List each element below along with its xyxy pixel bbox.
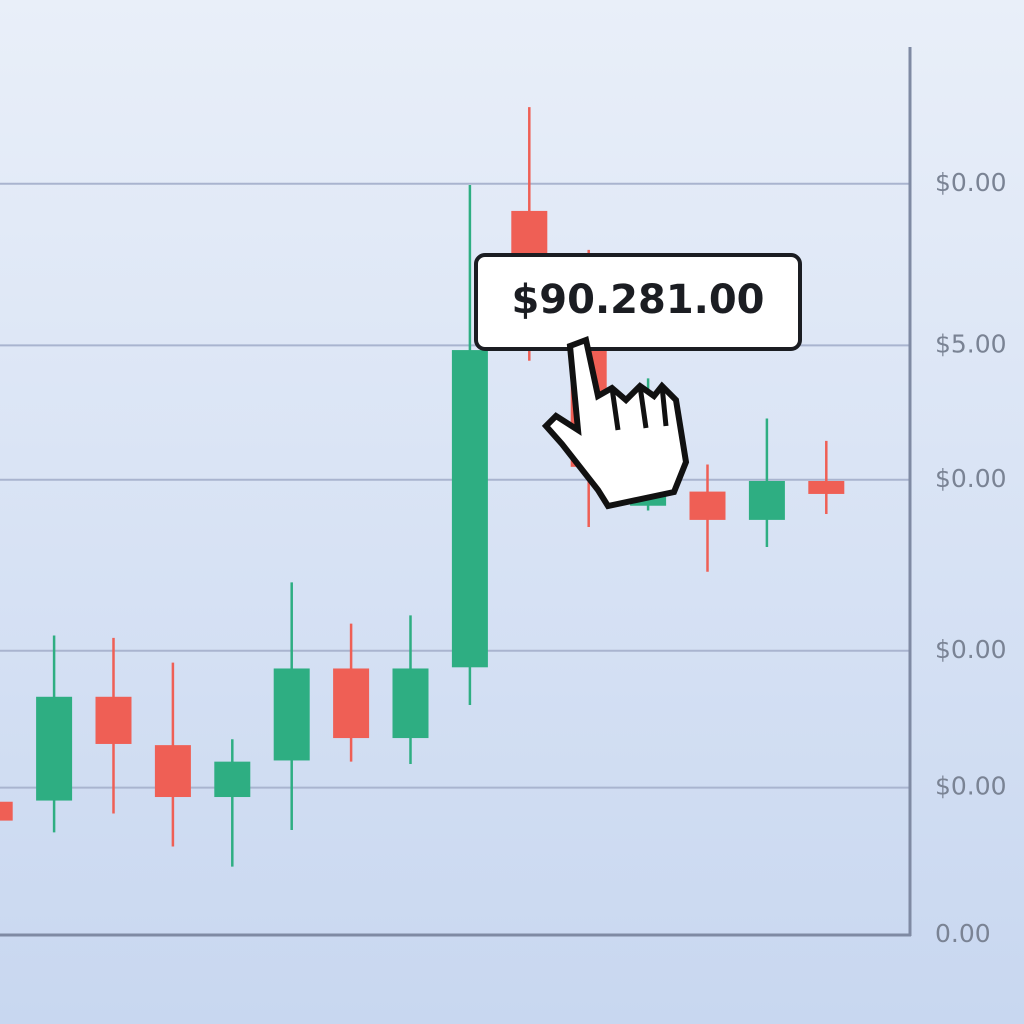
tooltip: $90.281.00 bbox=[474, 253, 802, 351]
candle-body bbox=[0, 801, 13, 821]
candle-body bbox=[214, 761, 251, 798]
candle-body bbox=[273, 668, 310, 761]
tooltip-box bbox=[474, 253, 802, 351]
hand-cursor bbox=[541, 335, 690, 510]
y-tick-label: $0.00 bbox=[935, 635, 1007, 664]
candle-body bbox=[689, 491, 726, 520]
candle-body bbox=[392, 668, 429, 739]
y-tick-label: $0.00 bbox=[935, 168, 1007, 197]
candle-body bbox=[333, 668, 370, 739]
y-tick-label: $0.00 bbox=[935, 772, 1007, 801]
candle-body bbox=[95, 696, 132, 744]
cursor-fingers bbox=[609, 385, 669, 431]
candles-layer bbox=[0, 107, 845, 867]
candle-body bbox=[808, 480, 845, 494]
candle-body bbox=[36, 696, 73, 801]
candle-body bbox=[748, 480, 785, 520]
y-tick-label: $0.00 bbox=[935, 464, 1007, 493]
candle-body bbox=[451, 350, 488, 668]
y-tick-label: $5.00 bbox=[935, 329, 1007, 358]
candle-body bbox=[154, 745, 191, 798]
tooltip-text: $90.281.00 bbox=[511, 277, 764, 323]
tick-labels: $0.00 $5.00 $0.00 $0.00 $0.00 0.00 bbox=[935, 168, 1007, 948]
y-tick-label: 0.00 bbox=[935, 919, 991, 948]
